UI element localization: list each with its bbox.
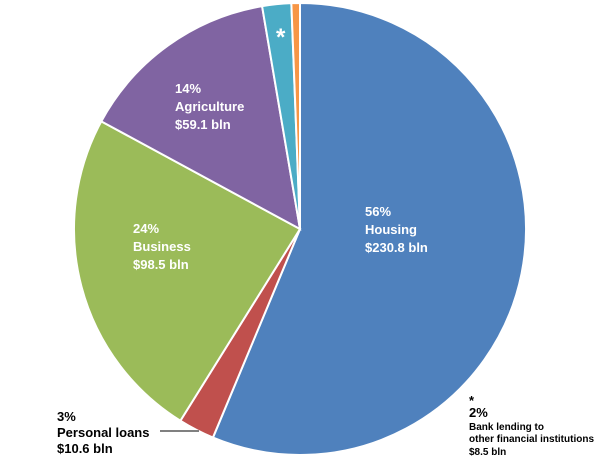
pie-slices: [73, 1, 527, 456]
label-personal-loans: 3% Personal loans $10.6 bln: [57, 409, 149, 456]
bank-name-line1-label: Bank lending to: [469, 422, 544, 433]
personal-value-label: $10.6 bln: [57, 441, 113, 456]
bank-marker-label: *: [469, 393, 475, 408]
business-name-label: Business: [133, 239, 191, 254]
pie-slice-housing: [211, 1, 527, 456]
agriculture-value-label: $59.1 bln: [175, 117, 231, 132]
bank-name-line2-label: other financial institutions: [469, 434, 594, 445]
bank-value-label: $8.5 bln: [469, 447, 506, 458]
label-bank-lending: * 2% Bank lending to other financial ins…: [469, 393, 594, 458]
label-agriculture: 14% Agriculture $59.1 bln: [175, 81, 244, 132]
housing-name-label: Housing: [365, 222, 417, 237]
business-pct-label: 24%: [133, 221, 159, 236]
pie-slice-other: [290, 1, 301, 230]
agriculture-name-label: Agriculture: [175, 99, 244, 114]
bank-star-marker: *: [276, 24, 286, 51]
personal-pct-label: 3%: [57, 409, 76, 424]
pie-slice-agriculture: [99, 5, 302, 231]
housing-pct-label: 56%: [365, 204, 391, 219]
personal-name-label: Personal loans: [57, 425, 149, 440]
label-housing: 56% Housing $230.8 bln: [365, 204, 428, 255]
pie-slice-business: [73, 119, 302, 423]
business-value-label: $98.5 bln: [133, 257, 189, 272]
label-business: 24% Business $98.5 bln: [133, 221, 191, 272]
bank-pct-label: 2%: [469, 405, 488, 420]
housing-value-label: $230.8 bln: [365, 240, 428, 255]
agriculture-pct-label: 14%: [175, 81, 201, 96]
